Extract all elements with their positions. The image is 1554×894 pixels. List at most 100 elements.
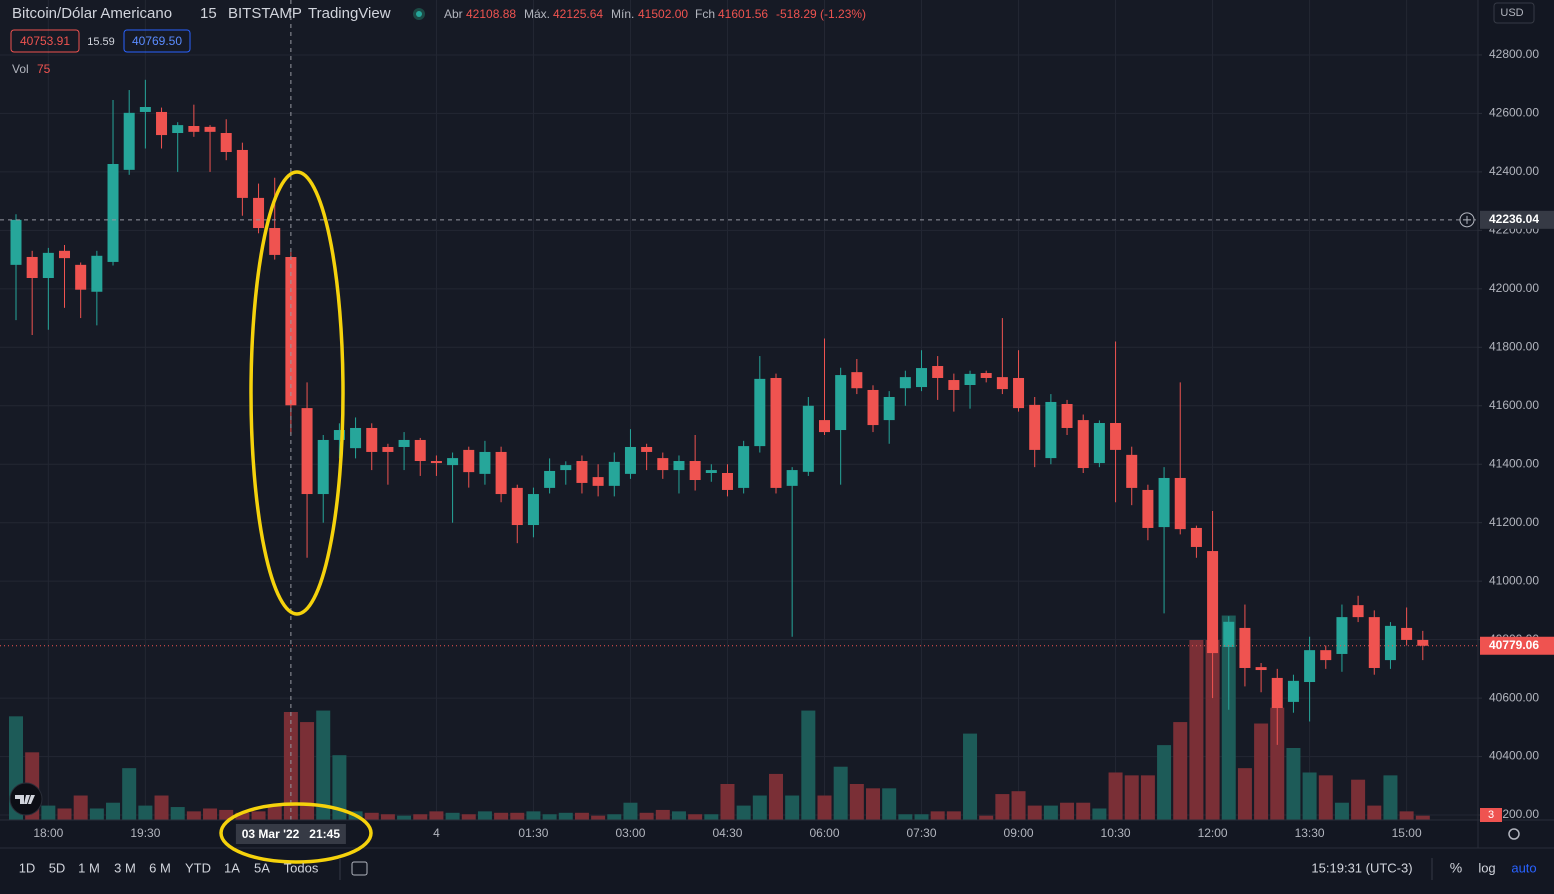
range-button[interactable]: 1D <box>19 860 36 875</box>
candle-body <box>91 255 103 292</box>
candle-body <box>447 458 459 466</box>
crosshair-time: 03 Mar '22 21:45 <box>242 827 341 841</box>
candle-body <box>802 405 814 472</box>
candle-body <box>1061 404 1073 428</box>
volume-bar <box>494 812 509 820</box>
volume-bar <box>413 814 428 820</box>
candle-body <box>932 366 944 378</box>
settings-icon[interactable] <box>1508 828 1520 840</box>
y-tick-label: 42800.00 <box>1489 47 1539 61</box>
range-button[interactable]: 1 M <box>78 860 100 875</box>
volume-layer <box>9 615 1430 820</box>
range-button[interactable]: 5D <box>49 860 66 875</box>
candle-body <box>576 461 588 483</box>
candle-body <box>673 461 685 471</box>
volume-bar <box>1011 791 1026 820</box>
auto-toggle[interactable]: auto <box>1511 860 1536 875</box>
status-dot <box>416 11 422 17</box>
open-label: Abr <box>444 7 463 21</box>
candle-body <box>624 446 636 474</box>
volume-bar <box>542 814 557 820</box>
high-value: 42125.64 <box>553 7 603 21</box>
volume-bar <box>558 812 573 820</box>
x-tick-label: 01:30 <box>518 826 548 840</box>
x-tick-label: 09:00 <box>1004 826 1034 840</box>
volume-bar <box>882 788 897 820</box>
range-button[interactable]: 5A <box>254 860 270 875</box>
crosshair-plus <box>1463 215 1471 224</box>
x-tick-label: 07:30 <box>907 826 937 840</box>
candle-body <box>592 477 604 486</box>
candle-body <box>1336 617 1348 654</box>
candle-body <box>1239 627 1251 668</box>
candle-body <box>1271 677 1283 709</box>
candle-body <box>1093 423 1105 464</box>
candle-body <box>867 389 879 426</box>
volume-bar <box>1092 808 1107 820</box>
candle-body <box>398 439 410 447</box>
candle-layer <box>10 79 1429 745</box>
currency-button[interactable] <box>1493 2 1535 24</box>
plot-area <box>0 0 1478 820</box>
volume-bar <box>704 814 719 820</box>
volume-bar <box>1302 772 1317 820</box>
x-tick-label: 04:30 <box>712 826 742 840</box>
candle-body <box>1029 404 1041 450</box>
volume-bar <box>1205 640 1220 820</box>
candle-body <box>1142 489 1154 528</box>
ask-box[interactable] <box>123 29 191 53</box>
candle-body <box>156 111 168 136</box>
volume-bar <box>866 788 881 820</box>
range-button[interactable]: 3 M <box>114 860 136 875</box>
volume-bar <box>283 712 298 820</box>
y-tick-label: 42000.00 <box>1489 281 1539 295</box>
range-button[interactable]: YTD <box>185 860 211 875</box>
volume-bar <box>591 815 606 820</box>
candle-body <box>560 465 572 471</box>
log-toggle[interactable]: log <box>1478 860 1495 875</box>
currency[interactable]: USD <box>1500 7 1523 19</box>
volume-bar <box>801 710 816 820</box>
volume-bar <box>251 811 266 820</box>
low-value: 41502.00 <box>638 7 688 21</box>
candle-body <box>980 373 992 378</box>
candle-body <box>1190 527 1202 547</box>
volume-bar <box>752 795 767 820</box>
volume-bar <box>914 814 929 820</box>
candle-body <box>1401 627 1413 640</box>
interval: 15 <box>200 5 217 22</box>
volume-bar <box>817 795 832 820</box>
x-tick-label: 18:00 <box>33 826 63 840</box>
volume-bar <box>1415 815 1430 820</box>
volume-bar <box>1043 805 1058 820</box>
last-volume: 3 <box>1488 809 1494 821</box>
volume-bar <box>203 808 218 820</box>
candle-body <box>916 368 928 388</box>
percent-toggle[interactable]: % <box>1450 860 1462 876</box>
candle-body <box>1417 639 1429 646</box>
range-button[interactable]: 6 M <box>149 860 171 875</box>
axes: 40200.0040400.0040600.0040800.0041000.00… <box>33 47 1554 844</box>
volume-bar <box>1076 802 1091 820</box>
volume-bar <box>574 812 589 820</box>
range-button[interactable]: 1A <box>224 860 240 875</box>
candle-body <box>1110 423 1122 450</box>
y-tick-label: 42400.00 <box>1489 164 1539 178</box>
volume-bar <box>1221 615 1236 820</box>
volume-bar <box>219 809 234 820</box>
volume-bar <box>186 811 201 820</box>
bid-box[interactable] <box>10 29 80 53</box>
volume-bar <box>1173 722 1188 820</box>
y-tick-label: 40400.00 <box>1489 749 1539 763</box>
candle-body <box>544 470 556 488</box>
spread: 15.59 <box>87 36 115 48</box>
range-button[interactable]: Todos <box>284 860 319 875</box>
volume-bar <box>623 802 638 820</box>
candle-body <box>996 377 1008 390</box>
volume-bar <box>785 795 800 820</box>
crosshair-price-box <box>1480 210 1554 229</box>
last-price-box <box>1480 636 1554 655</box>
date-range-icon[interactable] <box>351 861 368 876</box>
volume-bar <box>316 710 331 820</box>
